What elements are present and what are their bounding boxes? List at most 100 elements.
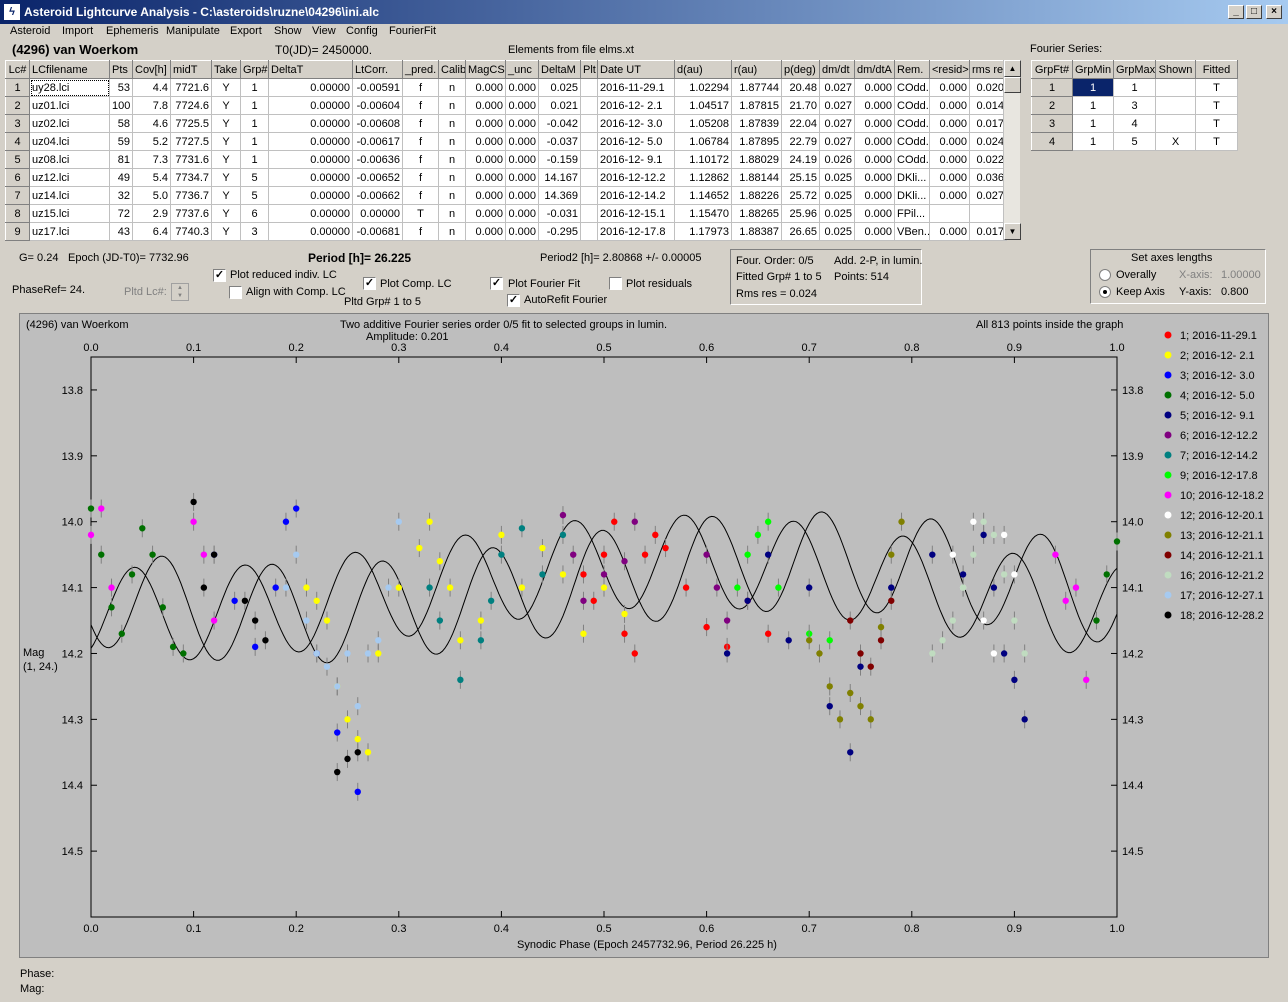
lc-cell[interactable]: 0.000 xyxy=(929,150,970,169)
lc-cell[interactable]: COdd... xyxy=(894,132,930,151)
data-point[interactable] xyxy=(457,637,464,644)
lc-cell[interactable]: 0.000 xyxy=(505,78,539,97)
data-point[interactable] xyxy=(1062,597,1069,604)
data-point[interactable] xyxy=(210,551,218,558)
fourier-cell[interactable]: T xyxy=(1195,114,1238,133)
fourier-column-header[interactable]: Shown xyxy=(1155,60,1196,79)
lc-cell[interactable]: 3 xyxy=(240,222,269,241)
lc-cell[interactable]: 1.87815 xyxy=(731,96,782,115)
lc-cell[interactable]: 81 xyxy=(109,150,133,169)
lc-cell[interactable]: 0.000 xyxy=(854,168,895,187)
lc-cell[interactable]: 0.000 xyxy=(929,78,970,97)
data-point[interactable] xyxy=(200,551,208,558)
data-point[interactable] xyxy=(231,597,238,604)
lc-cell[interactable]: 0.000 xyxy=(465,204,506,223)
spin-down-icon[interactable]: ▼ xyxy=(177,293,183,299)
lc-table-row[interactable]: 2 uz01.lci 100 7.8 7724.6 Y 1 0.00000 -0.00604 f n… xyxy=(5,96,1007,115)
lc-cell[interactable]: 1.87839 xyxy=(731,114,782,133)
lc-table-row[interactable]: 5 uz08.lci 81 7.3 7731.6 Y 1 0.00000 -0.00636 f n 0… xyxy=(5,150,1007,169)
lc-cell[interactable]: 0.000 xyxy=(929,168,970,187)
data-point[interactable] xyxy=(293,505,300,512)
data-point[interactable] xyxy=(970,518,977,525)
lc-cell[interactable]: f xyxy=(402,114,439,133)
lc-cell[interactable]: 0.00000 xyxy=(268,204,353,223)
fourier-cell[interactable]: 1 xyxy=(1072,78,1114,97)
lc-cell[interactable]: 7734.7 xyxy=(170,168,212,187)
lc-cell[interactable]: n xyxy=(438,132,466,151)
lc-column-header[interactable]: d(au) xyxy=(674,60,732,79)
scroll-down-icon[interactable]: ▼ xyxy=(1004,223,1021,240)
fourier-cell[interactable] xyxy=(1155,114,1196,133)
data-point[interactable] xyxy=(108,604,115,611)
lc-cell[interactable]: 2.9 xyxy=(132,204,171,223)
fourier-row-header[interactable]: 2 xyxy=(1031,96,1073,115)
lc-cell[interactable]: 2016-12- 2.1 xyxy=(597,96,675,115)
data-point[interactable] xyxy=(354,749,361,756)
data-point[interactable] xyxy=(518,525,526,532)
lc-cell[interactable]: 0.025 xyxy=(819,186,855,205)
data-point[interactable] xyxy=(108,584,115,591)
data-point[interactable] xyxy=(580,597,587,604)
lc-cell[interactable]: 7731.6 xyxy=(170,150,212,169)
lc-cell[interactable]: uz04.lci xyxy=(29,132,110,151)
lc-cell[interactable]: 1.06784 xyxy=(674,132,732,151)
lc-cell[interactable] xyxy=(580,132,598,151)
lc-cell[interactable] xyxy=(580,78,598,97)
close-button[interactable]: × xyxy=(1266,5,1282,19)
data-point[interactable] xyxy=(457,676,464,684)
lc-cell[interactable]: 0.000 xyxy=(854,150,895,169)
data-point[interactable] xyxy=(970,551,977,558)
fourier-cell[interactable] xyxy=(1155,96,1196,115)
lc-cell[interactable]: 0.00000 xyxy=(268,96,353,115)
lc-column-header[interactable]: Take xyxy=(211,60,241,79)
data-point[interactable] xyxy=(826,702,833,710)
lc-cell[interactable]: -0.00591 xyxy=(352,78,403,97)
data-point[interactable] xyxy=(754,531,762,539)
lc-table-row[interactable]: 6 uz12.lci 49 5.4 7734.7 Y 5 0.00000 -0.00652 f n 0… xyxy=(5,168,1007,187)
lc-cell[interactable]: -0.00662 xyxy=(352,186,403,205)
lc-cell[interactable]: Y xyxy=(211,168,241,187)
fourier-cell[interactable]: 1 xyxy=(1072,96,1114,115)
data-point[interactable] xyxy=(375,650,382,657)
menu-asteroid[interactable]: Asteroid xyxy=(10,25,51,37)
data-point[interactable] xyxy=(867,716,874,723)
lc-column-header[interactable]: rms res xyxy=(969,60,1007,79)
lc-cell[interactable]: 0.000 xyxy=(465,132,506,151)
lc-cell[interactable]: 0.027 xyxy=(969,186,1007,205)
data-point[interactable] xyxy=(251,617,259,624)
data-point[interactable] xyxy=(1021,650,1028,657)
lc-cell[interactable]: 4.6 xyxy=(132,114,171,133)
data-point[interactable] xyxy=(621,558,628,565)
data-point[interactable] xyxy=(1000,571,1008,578)
x-axis-value[interactable]: 1.00000 xyxy=(1221,269,1261,281)
lc-row-header[interactable]: 3 xyxy=(5,114,30,133)
lc-cell[interactable] xyxy=(580,168,598,187)
data-point[interactable] xyxy=(631,518,638,525)
data-point[interactable] xyxy=(518,584,526,591)
lc-cell[interactable]: 1.88226 xyxy=(731,186,782,205)
lc-column-header[interactable]: Lc# xyxy=(5,60,30,79)
data-point[interactable] xyxy=(888,584,895,591)
lc-cell[interactable]: 0.000 xyxy=(465,222,506,241)
data-point[interactable] xyxy=(559,531,567,539)
lc-cell[interactable]: COdd... xyxy=(894,78,930,97)
lc-cell[interactable]: uz15.lci xyxy=(29,204,110,223)
data-point[interactable] xyxy=(303,584,310,591)
data-point[interactable] xyxy=(323,663,331,670)
lc-cell[interactable]: f xyxy=(402,222,439,241)
lc-cell[interactable]: 0.00000 xyxy=(268,132,353,151)
lc-cell[interactable]: n xyxy=(438,168,466,187)
data-point[interactable] xyxy=(1052,551,1059,558)
data-point[interactable] xyxy=(1011,676,1018,684)
lightcurve-table-scrollbar[interactable]: ▲ ▼ xyxy=(1003,60,1021,240)
data-point[interactable] xyxy=(1072,584,1080,591)
lc-cell[interactable]: 0.000 xyxy=(854,132,895,151)
data-point[interactable] xyxy=(262,637,269,644)
lc-cell[interactable]: 0.00000 xyxy=(352,204,403,223)
lc-cell[interactable]: 0.017 xyxy=(969,222,1007,241)
lc-cell[interactable]: 0.000 xyxy=(929,114,970,133)
data-point[interactable] xyxy=(426,518,433,525)
